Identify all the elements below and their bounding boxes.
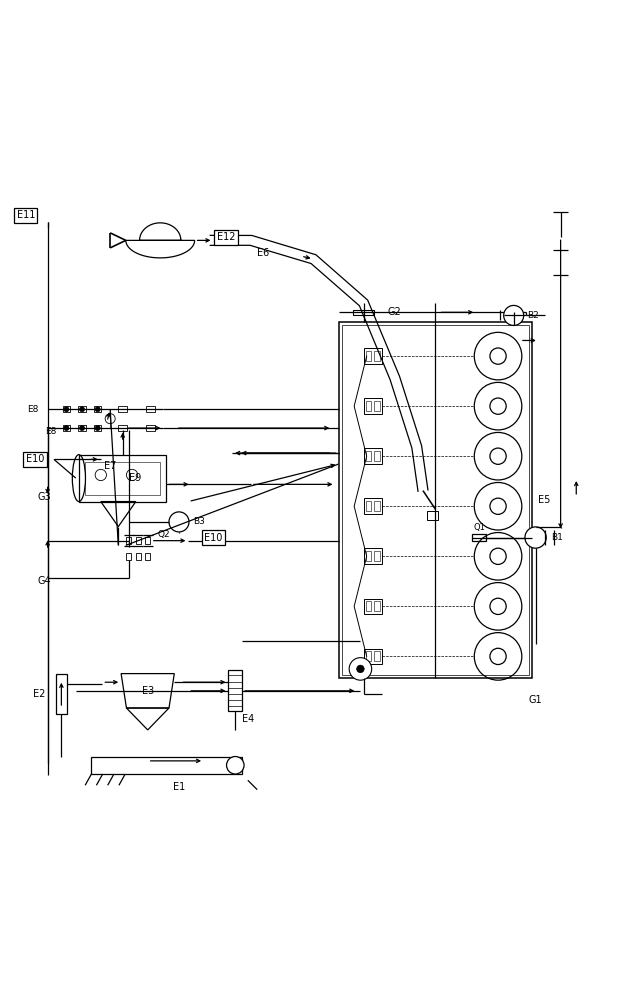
Text: E5: E5: [537, 495, 550, 505]
Bar: [342, 325, 529, 675]
Bar: [366, 401, 371, 411]
Bar: [374, 501, 380, 511]
Circle shape: [80, 407, 85, 412]
Bar: [56, 674, 67, 714]
Bar: [366, 351, 371, 361]
Bar: [145, 553, 150, 560]
Text: E4: E4: [241, 714, 254, 724]
Bar: [364, 649, 382, 664]
Text: E3: E3: [142, 686, 154, 696]
Bar: [145, 537, 150, 544]
Circle shape: [95, 426, 100, 431]
Bar: [79, 455, 167, 502]
Bar: [92, 757, 241, 774]
Circle shape: [357, 665, 364, 673]
Bar: [119, 425, 127, 431]
Bar: [352, 310, 374, 315]
Text: B3: B3: [192, 517, 204, 526]
Bar: [228, 670, 242, 711]
Text: E11: E11: [16, 210, 35, 220]
Circle shape: [349, 658, 372, 680]
Text: E8: E8: [27, 405, 38, 414]
Bar: [94, 406, 102, 412]
Bar: [364, 548, 382, 564]
Bar: [85, 462, 160, 495]
Bar: [94, 425, 102, 431]
Bar: [366, 451, 371, 461]
Text: E12: E12: [217, 232, 235, 242]
Text: B1: B1: [551, 533, 563, 542]
Bar: [374, 351, 380, 361]
Text: G2: G2: [388, 307, 402, 317]
Bar: [374, 451, 380, 461]
Bar: [147, 406, 155, 412]
Bar: [147, 425, 155, 431]
Bar: [427, 511, 438, 520]
Text: G3: G3: [37, 492, 51, 502]
Bar: [78, 425, 86, 431]
Bar: [366, 651, 371, 661]
Bar: [136, 537, 141, 544]
Circle shape: [95, 407, 100, 412]
Bar: [339, 322, 532, 678]
Bar: [364, 348, 382, 364]
Text: E9: E9: [129, 473, 141, 483]
Bar: [366, 601, 371, 611]
Circle shape: [169, 512, 189, 532]
Text: Q1: Q1: [473, 523, 485, 532]
Circle shape: [80, 426, 85, 431]
Bar: [364, 498, 382, 514]
Bar: [374, 651, 380, 661]
Bar: [119, 406, 127, 412]
Bar: [374, 601, 380, 611]
Circle shape: [503, 305, 524, 325]
Bar: [364, 398, 382, 414]
Text: E10: E10: [26, 454, 45, 464]
Text: E6: E6: [257, 248, 270, 258]
Text: Q2: Q2: [157, 530, 170, 539]
Bar: [78, 406, 86, 412]
Text: G4: G4: [37, 576, 51, 586]
Bar: [472, 534, 486, 541]
Text: E8: E8: [46, 427, 57, 436]
Text: B2: B2: [527, 311, 539, 320]
Circle shape: [64, 407, 69, 412]
Text: E10: E10: [204, 533, 223, 543]
Bar: [136, 553, 141, 560]
Polygon shape: [126, 223, 194, 258]
Text: E2: E2: [33, 689, 46, 699]
Bar: [374, 401, 380, 411]
Bar: [364, 448, 382, 464]
Circle shape: [64, 426, 69, 431]
Text: G1: G1: [529, 695, 542, 705]
Bar: [63, 425, 70, 431]
Text: E7: E7: [104, 461, 117, 471]
Ellipse shape: [72, 455, 85, 502]
Text: E1: E1: [173, 782, 185, 792]
Bar: [127, 537, 132, 544]
Bar: [364, 599, 382, 614]
Circle shape: [226, 757, 244, 774]
Bar: [366, 551, 371, 561]
Circle shape: [525, 527, 546, 548]
Bar: [366, 501, 371, 511]
Bar: [374, 551, 380, 561]
Bar: [63, 406, 70, 412]
Bar: [127, 553, 132, 560]
